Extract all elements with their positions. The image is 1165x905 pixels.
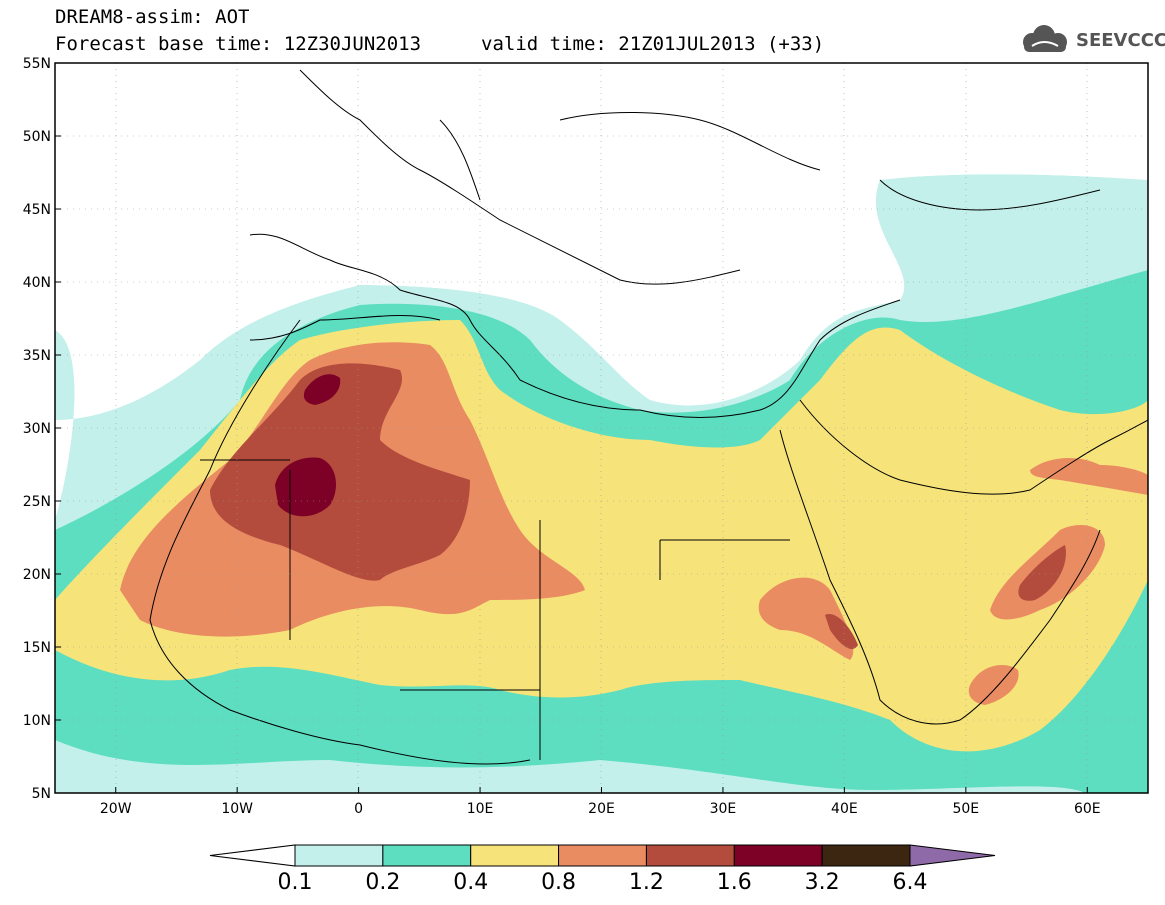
clear-region-europe [55, 63, 1148, 406]
lon-label-10E: 10E [467, 801, 494, 817]
aot-band-0.8-ethiopia [758, 577, 854, 660]
lat-label-15N: 15N [23, 640, 51, 656]
lat-label-50N: 50N [23, 129, 51, 145]
lat-label-10N: 10N [23, 713, 51, 729]
colorbar-swatch [470, 844, 560, 867]
lat-label-30N: 30N [23, 421, 51, 437]
lat-label-25N: 25N [23, 494, 51, 510]
aot-band-1.2-red-sea [825, 614, 858, 650]
colorbar-label: 0.2 [365, 870, 401, 895]
colorbar-label: 1.2 [628, 870, 664, 895]
lon-label-10W: 10W [221, 801, 253, 817]
lat-label-55N: 55N [23, 56, 51, 72]
colorbar-swatch [821, 844, 911, 867]
coastlines [149, 69, 1148, 765]
lat-label-20N: 20N [23, 567, 51, 583]
colorbar [209, 844, 996, 867]
logo-text: SEEVCCC [1076, 30, 1165, 51]
forecast-base-time: Forecast base time: 12Z30JUN2013 [55, 33, 422, 55]
lon-label-60E: 60E [1074, 801, 1101, 817]
lon-label-50E: 50E [952, 801, 979, 817]
lat-label-40N: 40N [23, 275, 51, 291]
colorbar-label: 0.4 [453, 870, 489, 895]
colorbar-label: 0.1 [277, 870, 313, 895]
colorbar-swatch [558, 844, 647, 867]
colorbar-under-triangle [209, 844, 296, 867]
colorbar-label: 3.2 [804, 870, 840, 895]
aot-band-0.8-somalia [968, 665, 1019, 705]
lat-label-45N: 45N [23, 202, 51, 218]
aot-band-1.2-oman [1018, 545, 1066, 601]
lon-label-20E: 20E [588, 801, 615, 817]
lon-label-40E: 40E [831, 801, 858, 817]
colorbar-label: 1.6 [716, 870, 752, 895]
map-title: DREAM8-assim: AOT [55, 6, 250, 28]
lon-label-30E: 30E [710, 801, 737, 817]
aot-band-1.6-north [303, 374, 341, 405]
cloud-logo-icon [1023, 25, 1067, 52]
colorbar-label: 0.8 [541, 870, 577, 895]
colorbar-swatch [294, 844, 384, 867]
colorbar-over-triangle [909, 844, 996, 867]
aot-band-1.2 [210, 363, 470, 581]
colorbar-swatch [645, 844, 735, 867]
valid-time: valid time: 21Z01JUL2013 (+33) [481, 33, 825, 55]
aot-band-0.8-gulf [1030, 458, 1148, 495]
latitude-labels: 55N 50N 45N 40N 35N 30N 25N 20N 15N 10N 5N [23, 56, 61, 802]
lon-label-20W: 20W [100, 801, 132, 817]
lat-label-35N: 35N [23, 348, 51, 364]
lat-label-5N: 5N [32, 786, 51, 802]
colorbar-label: 6.4 [892, 870, 928, 895]
lon-label-0: 0 [354, 801, 363, 817]
colorbar-swatch [733, 844, 823, 867]
grid-lines [55, 63, 1148, 793]
aot-contours [55, 63, 1148, 793]
colorbar-swatch [382, 844, 472, 867]
longitude-labels: 20W 10W 0 10E 20E 30E 40E 50E 60E [100, 787, 1101, 817]
